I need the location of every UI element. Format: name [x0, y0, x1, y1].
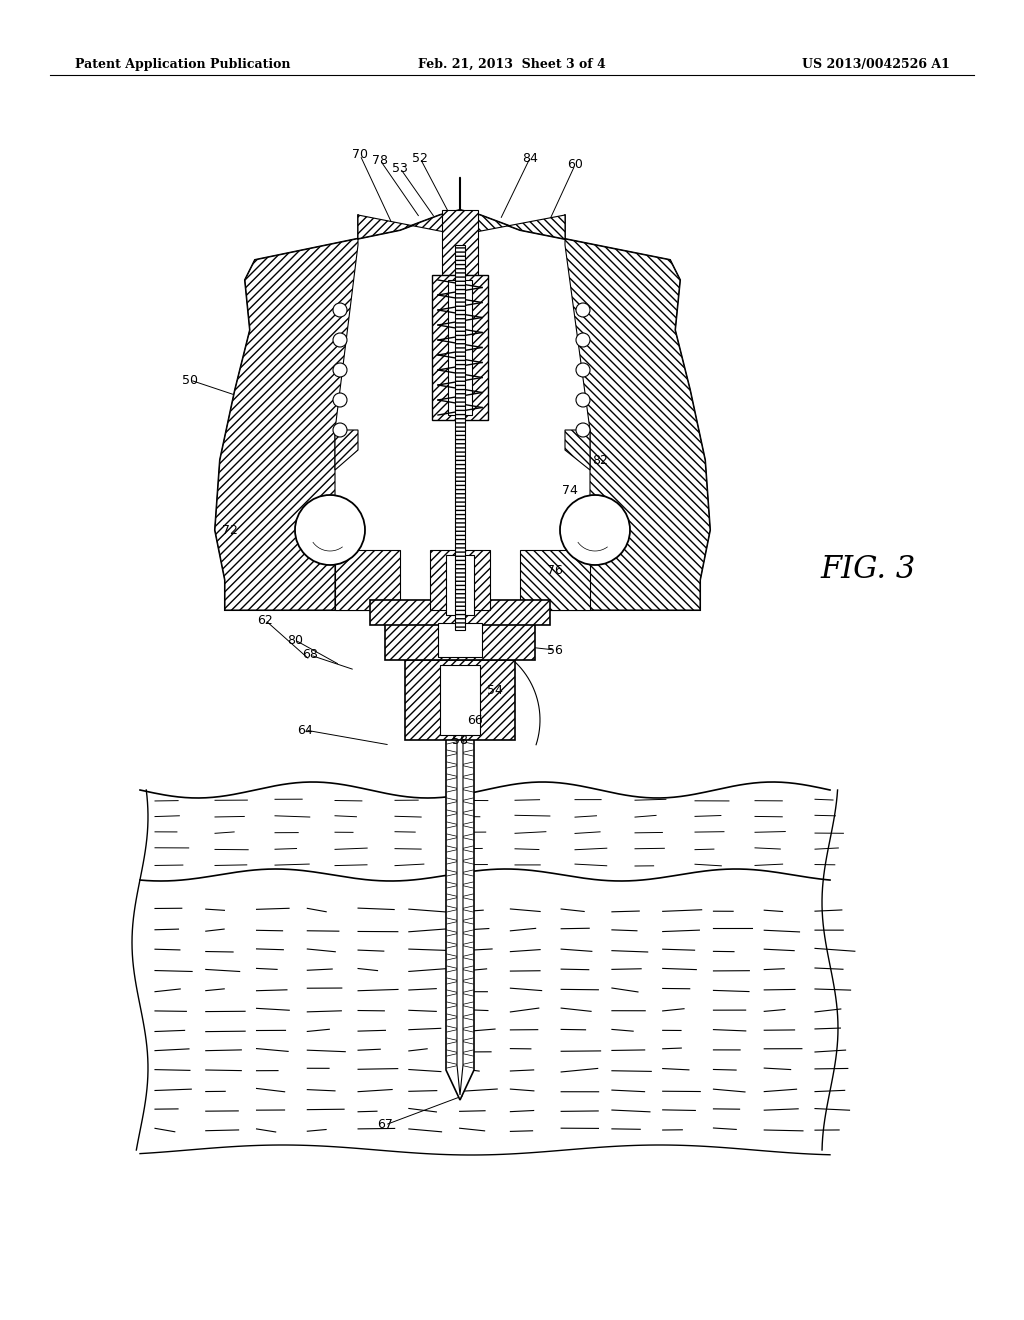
Circle shape	[575, 333, 590, 347]
Text: US 2013/0042526 A1: US 2013/0042526 A1	[802, 58, 950, 71]
Polygon shape	[406, 660, 515, 741]
Text: 78: 78	[372, 153, 388, 166]
Polygon shape	[520, 550, 590, 610]
Polygon shape	[432, 275, 488, 420]
Polygon shape	[442, 210, 478, 275]
Polygon shape	[455, 246, 465, 630]
Polygon shape	[438, 623, 482, 657]
Text: 76: 76	[547, 564, 563, 577]
Polygon shape	[370, 601, 550, 624]
Polygon shape	[446, 685, 474, 1100]
Text: 58: 58	[452, 734, 468, 747]
Polygon shape	[457, 685, 463, 1096]
Circle shape	[575, 393, 590, 407]
Text: 52: 52	[412, 152, 428, 165]
Text: 53: 53	[392, 161, 408, 174]
Text: 74: 74	[562, 483, 578, 496]
Text: 72: 72	[222, 524, 238, 536]
Polygon shape	[446, 554, 474, 615]
Circle shape	[333, 422, 347, 437]
Text: 50: 50	[182, 374, 198, 387]
Text: 64: 64	[297, 723, 313, 737]
Polygon shape	[335, 430, 358, 470]
Text: 56: 56	[547, 644, 563, 656]
Circle shape	[560, 495, 630, 565]
Circle shape	[333, 304, 347, 317]
Polygon shape	[385, 620, 535, 660]
Text: 62: 62	[257, 614, 272, 627]
Circle shape	[295, 495, 365, 565]
Text: Feb. 21, 2013  Sheet 3 of 4: Feb. 21, 2013 Sheet 3 of 4	[418, 58, 606, 71]
Text: 70: 70	[352, 149, 368, 161]
Text: 66: 66	[467, 714, 483, 726]
Text: 67: 67	[377, 1118, 393, 1131]
Text: 54: 54	[487, 684, 503, 697]
Text: Patent Application Publication: Patent Application Publication	[75, 58, 291, 71]
Polygon shape	[440, 665, 480, 735]
Circle shape	[333, 363, 347, 378]
Text: 68: 68	[302, 648, 317, 661]
Text: 60: 60	[567, 158, 583, 172]
Circle shape	[575, 363, 590, 378]
Text: FIG. 3: FIG. 3	[820, 554, 915, 586]
Polygon shape	[215, 210, 460, 610]
Polygon shape	[335, 550, 400, 610]
Polygon shape	[449, 280, 472, 414]
Text: 80: 80	[287, 634, 303, 647]
Circle shape	[333, 393, 347, 407]
Circle shape	[575, 304, 590, 317]
Circle shape	[575, 422, 590, 437]
Polygon shape	[460, 210, 710, 610]
Polygon shape	[215, 210, 710, 610]
Text: 84: 84	[522, 152, 538, 165]
Circle shape	[333, 333, 347, 347]
Polygon shape	[430, 550, 490, 610]
Polygon shape	[565, 430, 590, 470]
Text: 82: 82	[592, 454, 608, 466]
